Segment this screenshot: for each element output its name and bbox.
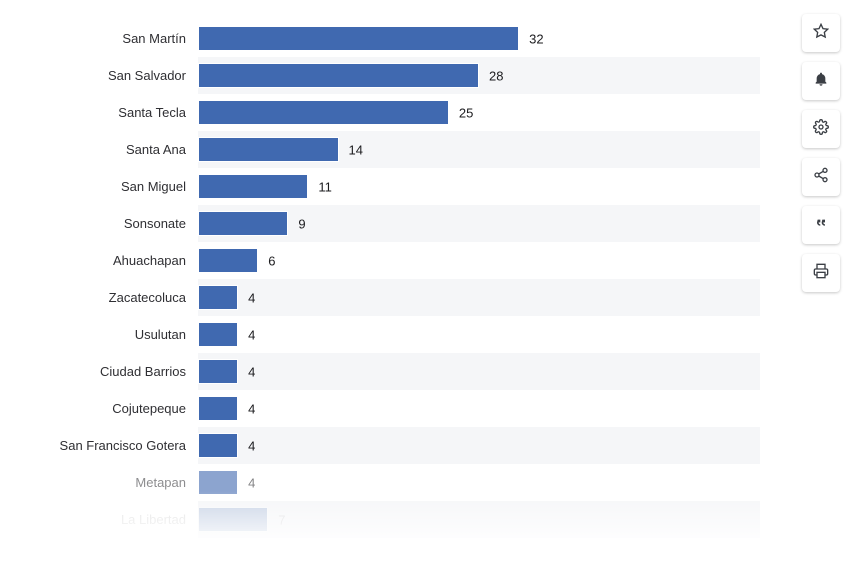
bar[interactable] (198, 322, 238, 347)
bar-zone: 11 (198, 174, 760, 199)
bar[interactable] (198, 359, 238, 384)
favorite-button[interactable] (802, 14, 840, 52)
bar-zone: 4 (198, 322, 760, 347)
category-label: San Martín (0, 31, 198, 46)
category-label: Sonsonate (0, 216, 198, 231)
chart-row: Cojutepeque 4 (0, 390, 760, 427)
chart-row: Ciudad Barrios 4 (0, 353, 760, 390)
value-label: 28 (489, 68, 503, 83)
category-label: Cojutepeque (0, 401, 198, 416)
value-label: 4 (248, 364, 255, 379)
bar-zone: 32 (198, 26, 760, 51)
bar[interactable] (198, 211, 288, 236)
alert-button[interactable] (802, 62, 840, 100)
bar-zone: 4 (198, 359, 760, 384)
chart-row: Usulutan 4 (0, 316, 760, 353)
bar-zone: 14 (198, 137, 760, 162)
share-icon (813, 167, 829, 188)
category-label: Metapan (0, 475, 198, 490)
bar-zone: 4 (198, 433, 760, 458)
category-label: Usulutan (0, 327, 198, 342)
category-label: Ciudad Barrios (0, 364, 198, 379)
bar-zone: 6 (198, 248, 760, 273)
chart-row: San Martín 32 (0, 20, 760, 57)
chart-area: San Martín32San Salvador28Santa Tecla25S… (0, 0, 792, 561)
chart-row: Santa Tecla 25 (0, 94, 760, 131)
quote-icon (813, 215, 829, 236)
bar[interactable] (198, 285, 238, 310)
bar-zone: 9 (198, 211, 760, 236)
value-label: 25 (459, 105, 473, 120)
bar[interactable] (198, 137, 339, 162)
category-label: Santa Ana (0, 142, 198, 157)
chart-row: San Miguel 11 (0, 168, 760, 205)
category-label: La Libertad (0, 512, 198, 527)
bar[interactable] (198, 433, 238, 458)
value-label: 4 (248, 327, 255, 342)
chart-row: San Francisco Gotera 4 (0, 427, 760, 464)
category-label: San Salvador (0, 68, 198, 83)
bar[interactable] (198, 174, 308, 199)
value-label: 32 (529, 31, 543, 46)
bar[interactable] (198, 507, 268, 532)
bar-zone: 4 (198, 396, 760, 421)
bell-icon (813, 71, 829, 92)
chart-row: Metapan 4 (0, 464, 760, 501)
toolbar (792, 0, 850, 561)
bar[interactable] (198, 100, 449, 125)
chart-row: La Libertad 7 (0, 501, 760, 538)
print-button[interactable] (802, 254, 840, 292)
category-label: San Miguel (0, 179, 198, 194)
bar-zone: 4 (198, 470, 760, 495)
chart-container: San Martín32San Salvador28Santa Tecla25S… (0, 0, 850, 561)
bar[interactable] (198, 470, 238, 495)
cite-button[interactable] (802, 206, 840, 244)
chart-row: Ahuachapan 6 (0, 242, 760, 279)
bar-zone: 7 (198, 507, 760, 532)
value-label: 4 (248, 290, 255, 305)
value-label: 14 (349, 142, 363, 157)
chart-row: Sonsonate 9 (0, 205, 760, 242)
bar-zone: 4 (198, 285, 760, 310)
bar[interactable] (198, 248, 258, 273)
category-label: San Francisco Gotera (0, 438, 198, 453)
bar[interactable] (198, 396, 238, 421)
value-label: 11 (318, 179, 332, 194)
value-label: 6 (268, 253, 275, 268)
print-icon (813, 263, 829, 284)
bar-chart: San Martín32San Salvador28Santa Tecla25S… (0, 20, 760, 540)
category-label: Ahuachapan (0, 253, 198, 268)
value-label: 4 (248, 438, 255, 453)
bar[interactable] (198, 26, 519, 51)
star-icon (813, 23, 829, 44)
category-label: Zacatecoluca (0, 290, 198, 305)
value-label: 9 (298, 216, 305, 231)
bar[interactable] (198, 63, 479, 88)
chart-row: San Salvador 28 (0, 57, 760, 94)
bar-zone: 25 (198, 100, 760, 125)
share-button[interactable] (802, 158, 840, 196)
chart-row: Santa Ana 14 (0, 131, 760, 168)
gear-icon (813, 119, 829, 140)
settings-button[interactable] (802, 110, 840, 148)
value-label: 4 (248, 475, 255, 490)
value-label: 4 (248, 401, 255, 416)
bar-zone: 28 (198, 63, 760, 88)
chart-row: Zacatecoluca 4 (0, 279, 760, 316)
value-label: 7 (278, 512, 285, 527)
category-label: Santa Tecla (0, 105, 198, 120)
